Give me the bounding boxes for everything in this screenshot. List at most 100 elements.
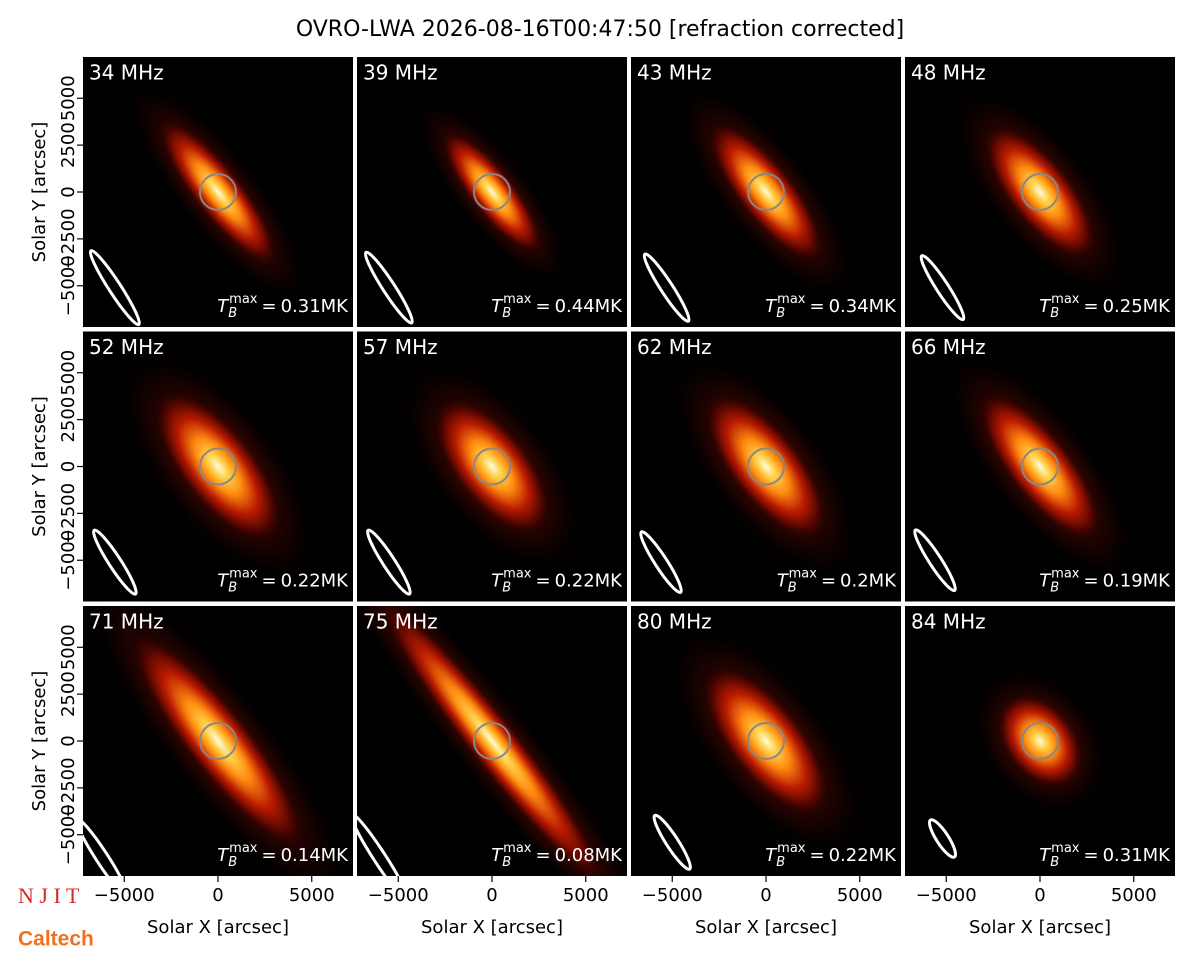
tb-sub: B <box>788 580 797 595</box>
beam <box>357 812 410 876</box>
tb-value: 0.31MK <box>281 296 350 317</box>
tb-eq: = <box>821 571 836 592</box>
emission <box>705 118 827 266</box>
y-tick-label: 5000 <box>58 350 79 396</box>
emission <box>156 115 280 269</box>
radio-image <box>366 358 586 596</box>
y-tick-label: 0 <box>58 735 79 746</box>
tb-sup: max <box>1051 292 1080 307</box>
x-tick-label: 5000 <box>289 885 335 906</box>
y-tick-label: 2500 <box>58 397 79 443</box>
x-axis-label: Solar X [arcsec] <box>147 917 289 938</box>
tb-value: 0.31MK <box>1103 845 1172 866</box>
chart-title: OVRO-LWA 2026-08-16T00:47:50 [refraction… <box>296 17 904 42</box>
radio-image <box>919 86 1130 322</box>
radio-image <box>357 606 627 876</box>
tb-max-label: TBmax = 0.22MK <box>491 566 623 595</box>
tb-sub: B <box>1050 855 1059 870</box>
tb-sub: B <box>502 306 511 321</box>
tb-eq: = <box>809 845 824 866</box>
radio-image <box>83 606 353 876</box>
y-axis-label: Solar Y [arcsec] <box>29 122 50 263</box>
tb-eq: = <box>535 296 550 317</box>
panel: 71 MHz TBmax = 0.14MK <box>83 606 353 876</box>
tb-symbol: T <box>217 296 230 317</box>
panel: 39 MHz TBmax = 0.44MK <box>357 57 627 327</box>
x-axis-label: Solar X [arcsec] <box>421 917 563 938</box>
beam <box>919 254 966 322</box>
solar-disk <box>1021 447 1059 486</box>
radio-image <box>88 76 312 327</box>
tb-max-label: TBmax = 0.31MK <box>217 292 349 321</box>
tb-symbol: T <box>765 845 778 866</box>
tb-value: 0.2MK <box>840 571 897 592</box>
radio-image <box>363 94 572 325</box>
tb-sub: B <box>776 855 785 870</box>
radio-image <box>913 349 1138 593</box>
tb-max-label: TBmax = 0.19MK <box>1039 566 1171 595</box>
tb-symbol: T <box>491 571 504 592</box>
x-tick-label: 0 <box>486 885 497 906</box>
tb-eq: = <box>261 845 276 866</box>
beam <box>652 813 692 871</box>
tb-eq: = <box>261 571 276 592</box>
beam <box>928 818 957 859</box>
tb-sup: max <box>503 566 532 581</box>
solar-disk <box>1021 173 1059 211</box>
tb-symbol: T <box>765 296 778 317</box>
tb-sup: max <box>777 841 806 856</box>
frequency-label: 52 MHz <box>89 335 164 359</box>
tb-eq: = <box>535 845 550 866</box>
tb-eq: = <box>1083 296 1098 317</box>
y-tick-label: 5000 <box>58 624 79 670</box>
solar-disk <box>199 447 237 486</box>
radio-image <box>642 81 858 323</box>
tb-symbol: T <box>491 296 504 317</box>
x-axis-label: Solar X [arcsec] <box>695 917 837 938</box>
y-tick-label: 2500 <box>58 122 79 168</box>
y-tick-label: −2500 <box>58 757 79 818</box>
solar-disk <box>199 173 237 211</box>
frequency-label: 75 MHz <box>363 610 438 634</box>
tb-value: 0.22MK <box>555 571 624 592</box>
y-tick-label: 5000 <box>58 75 79 121</box>
tb-sub: B <box>776 306 785 321</box>
solar-disk <box>473 173 511 211</box>
frequency-label: 71 MHz <box>89 610 164 634</box>
tb-value: 0.34MK <box>829 296 898 317</box>
solar-disk <box>199 722 237 760</box>
tb-sup: max <box>503 841 532 856</box>
frequency-label: 84 MHz <box>911 610 986 634</box>
tb-value: 0.08MK <box>555 845 624 866</box>
emission <box>430 395 554 538</box>
tb-max-label: TBmax = 0.44MK <box>491 292 623 321</box>
tb-value: 0.22MK <box>829 845 898 866</box>
tb-eq: = <box>809 296 824 317</box>
tb-max-label: TBmax = 0.14MK <box>217 841 349 870</box>
tb-max-label: TBmax = 0.34MK <box>765 292 897 321</box>
tb-sup: max <box>777 292 806 307</box>
y-tick-label: 0 <box>58 186 79 197</box>
tb-eq: = <box>535 571 550 592</box>
beam <box>913 528 957 593</box>
tb-sub: B <box>228 306 237 321</box>
emission <box>439 127 545 257</box>
tb-sup: max <box>229 841 258 856</box>
beam <box>642 252 691 323</box>
y-axis-label: Solar Y [arcsec] <box>29 396 50 537</box>
frequency-label: 39 MHz <box>363 61 438 85</box>
radio-image <box>928 665 1110 859</box>
logo-caltech: Caltech <box>18 928 94 951</box>
emission <box>975 388 1105 545</box>
panel: 43 MHz TBmax = 0.34MK <box>631 57 901 327</box>
panel: 66 MHz TBmax = 0.19MK <box>905 331 1175 602</box>
tb-symbol: T <box>777 571 790 592</box>
tb-sub: B <box>228 855 237 870</box>
tb-symbol: T <box>1039 845 1052 866</box>
tb-symbol: T <box>1039 296 1052 317</box>
emission <box>699 662 833 820</box>
tb-symbol: T <box>217 845 230 866</box>
tb-sub: B <box>228 580 237 595</box>
frequency-label: 62 MHz <box>637 335 712 359</box>
y-tick-label: 0 <box>58 461 79 472</box>
